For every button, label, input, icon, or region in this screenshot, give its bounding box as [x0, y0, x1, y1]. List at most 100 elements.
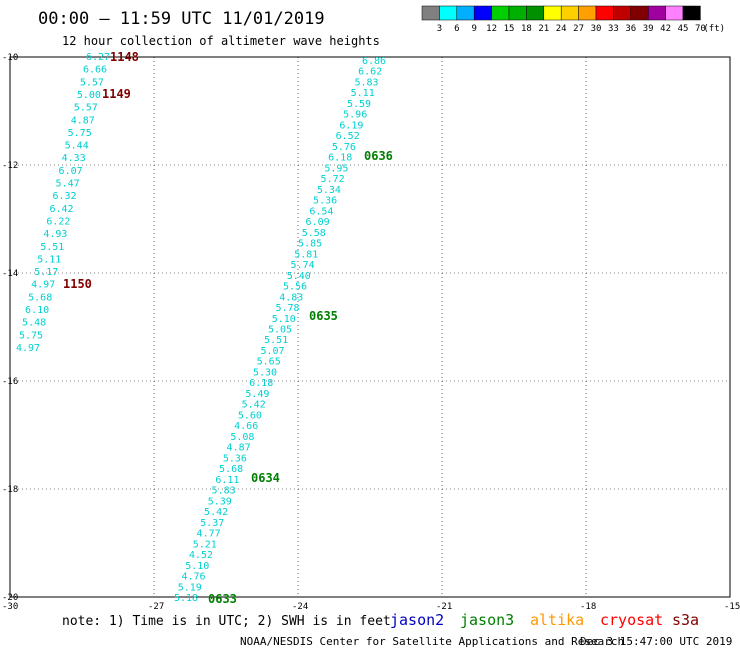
wave-height-value: 5.11 [351, 88, 375, 99]
latitude-label: -10 [2, 53, 18, 63]
color-scale-label: 12 [486, 24, 497, 34]
wave-height-value: 4.76 [181, 572, 205, 583]
wave-height-value: 6.54 [309, 206, 333, 217]
color-scale-label: 33 [608, 24, 619, 34]
color-scale-swatch [421, 5, 440, 21]
wave-height-value: 5.68 [219, 464, 243, 475]
color-scale-swatch [578, 5, 597, 21]
pass-time-label: 1150 [63, 277, 92, 291]
color-scale-label: 6 [454, 24, 459, 34]
pass-time-label: 1148 [110, 50, 139, 64]
color-scale-swatch [473, 5, 492, 21]
wave-height-value: 5.10 [185, 561, 209, 572]
wave-height-value: 5.85 [298, 239, 322, 250]
color-scale-swatch [647, 5, 666, 21]
footnote: note: 1) Time is in UTC; 2) SWH is in fe… [62, 614, 391, 629]
color-scale-label: 21 [538, 24, 549, 34]
wave-height-value: 5.00 [77, 90, 101, 101]
wave-height-value: 5.74 [291, 260, 315, 271]
latitude-label: -18 [2, 485, 18, 495]
map-title: 00:00 – 11:59 UTC 11/01/2019 [38, 9, 325, 29]
wave-height-value: 4.87 [71, 115, 95, 126]
wave-height-value: 5.51 [264, 335, 288, 346]
wave-height-value: 6.42 [49, 204, 73, 215]
color-scale-swatch [508, 5, 527, 21]
map-frame [9, 56, 731, 598]
wave-height-value: 5.49 [245, 389, 269, 400]
wave-height-value: 5.11 [37, 254, 61, 265]
wave-height-value: 6.32 [52, 191, 76, 202]
latitude-label: -16 [2, 377, 18, 387]
color-scale-label: 9 [471, 24, 476, 34]
wave-height-value: 5.36 [223, 453, 247, 464]
wave-height-value: 6.11 [215, 475, 239, 486]
wave-height-value: 6.18 [328, 153, 352, 164]
wave-height-value: 5.57 [80, 77, 104, 88]
color-scale-swatch [613, 5, 632, 21]
track-west: 6.276.665.575.005.574.875.755.444.336.07… [16, 52, 110, 354]
wave-height-value: 4.33 [62, 153, 86, 164]
wave-height-value: 5.51 [40, 242, 64, 253]
wave-height-value: 5.56 [283, 282, 307, 293]
color-scale-label: 27 [573, 24, 584, 34]
longitude-label: -24 [292, 602, 308, 612]
wave-height-value: 5.18 [174, 593, 198, 604]
wave-height-value: 6.86 [362, 56, 386, 67]
wave-height-value: 4.87 [227, 443, 251, 454]
wave-height-value: 5.60 [238, 410, 262, 421]
color-scale-label: 42 [660, 24, 671, 34]
wave-height-value: 5.36 [313, 196, 337, 207]
wave-height-value: 5.65 [257, 357, 281, 368]
wave-height-value: 6.10 [25, 305, 49, 316]
wave-height-value: 5.96 [343, 110, 367, 121]
wave-height-value: 4.83 [279, 292, 303, 303]
wave-height-value: 5.17 [34, 267, 58, 278]
wave-height-value: 6.09 [306, 217, 330, 228]
color-scale-swatch [491, 5, 510, 21]
color-scale-label: 30 [591, 24, 602, 34]
wave-height-value: 6.22 [46, 217, 70, 228]
pass-time-label: 1149 [102, 87, 131, 101]
wave-height-value: 5.83 [354, 78, 378, 89]
color-scale-label: 24 [556, 24, 567, 34]
pass-time-label: 0633 [208, 592, 237, 606]
satellite-legend-jason3: jason3 [460, 611, 514, 629]
color-scale-swatch [682, 5, 701, 21]
latitude-label: -12 [2, 161, 18, 171]
map-grid [10, 57, 730, 597]
wave-height-value: 5.59 [347, 99, 371, 110]
wave-height-value: 6.19 [339, 120, 363, 131]
wave-height-value: 5.10 [272, 314, 296, 325]
color-scale-swatch [630, 5, 649, 21]
wave-height-value: 6.62 [358, 67, 382, 78]
wave-height-value: 5.34 [317, 185, 341, 196]
wave-height-value: 5.83 [212, 486, 236, 497]
satellite-legend-altika: altika [530, 611, 584, 629]
longitude-label: -21 [436, 602, 452, 612]
color-scale-unit: (ft) [703, 24, 725, 34]
color-scale-label: 36 [625, 24, 636, 34]
wave-height-value: 5.08 [230, 432, 254, 443]
wave-height-value: 5.72 [321, 174, 345, 185]
wave-height-value: 5.68 [28, 292, 52, 303]
latitude-label: -20 [2, 593, 18, 603]
pass-time-labels: 1148 1149 1150 0636 0635 0634 0633 [63, 50, 393, 606]
wave-height-value: 6.27 [86, 52, 110, 63]
wave-height-value: 5.47 [56, 179, 80, 190]
track-east: 6.866.625.835.115.595.966.196.525.766.18… [174, 56, 386, 604]
wave-height-value: 4.97 [16, 343, 40, 354]
wave-height-value: 5.30 [253, 368, 277, 379]
wave-height-value: 6.66 [83, 65, 107, 76]
color-scale-swatch [595, 5, 614, 21]
wave-height-value: 4.93 [43, 229, 67, 240]
color-scale-legend: 3 6 9 12 15 18 21 24 27 30 33 36 39 42 45 70(ft) [421, 5, 725, 34]
generated-time: Dec 3 15:47:00 UTC 2019 [580, 635, 732, 648]
wave-height-value: 5.42 [204, 507, 228, 518]
color-scale-label: 39 [643, 24, 654, 34]
wave-height-value: 5.07 [260, 346, 284, 357]
satellite-legend-s3a: s3a [672, 611, 699, 629]
longitude-label: -15 [724, 602, 740, 612]
color-scale-swatch [439, 5, 458, 21]
wave-height-value: 5.75 [68, 128, 92, 139]
longitude-label: -18 [580, 602, 596, 612]
